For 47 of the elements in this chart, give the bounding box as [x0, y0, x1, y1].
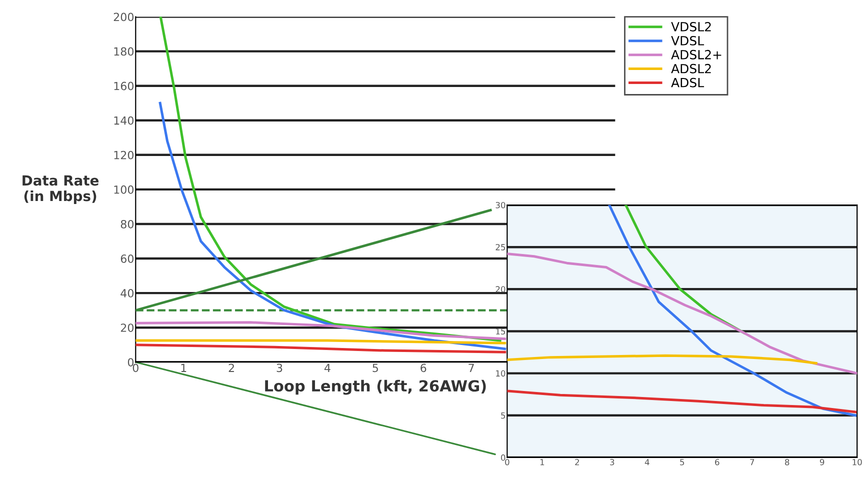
y-tick-label: 0 [501, 454, 506, 461]
legend-label: ADSL2+ [671, 50, 722, 60]
y-tick-label: 30 [496, 202, 506, 208]
x-tick-label: 10 [852, 458, 862, 466]
line-series [136, 344, 506, 354]
legend-label: ADSL [671, 78, 704, 88]
x-tick-label: 9 [820, 458, 824, 466]
y-axis-title: Data Rate (in Mbps) [22, 175, 99, 204]
y-tick-label: 5 [501, 412, 506, 419]
x-tick-label: 6 [420, 364, 426, 372]
x-tick-label: 3 [276, 364, 282, 372]
y-tick-label: 15 [496, 328, 506, 335]
x-tick-label: 2 [228, 364, 234, 372]
y-tick-label: 180 [114, 47, 134, 56]
x-tick-label: 4 [644, 459, 650, 466]
y-tick-label: 10 [496, 370, 506, 377]
line-series [507, 390, 857, 414]
x-axis-title: Loop Length (kft, 26AWG) [265, 380, 486, 395]
y-tick-label: 20 [120, 324, 134, 332]
y-tick-label: 160 [114, 82, 134, 90]
line-series [507, 354, 818, 364]
legend-label: ADSL2 [671, 64, 711, 74]
x-tick-label: 1 [181, 364, 186, 372]
y-tick-label: 80 [120, 220, 134, 228]
y-tick-label: 20 [496, 286, 506, 292]
line-series [136, 321, 506, 340]
x-tick-label: 6 [715, 458, 720, 466]
y-tick-label: 40 [120, 289, 134, 298]
y-tick-label: 100 [114, 185, 134, 194]
x-tick-label: 5 [680, 459, 684, 466]
legend-label: VDSL2 [671, 22, 711, 32]
y-tick-label: 200 [114, 12, 134, 22]
x-tick-label: 5 [372, 364, 378, 372]
legend-label: VDSL [671, 36, 704, 46]
x-tick-label: 7 [468, 364, 474, 372]
y-tick-label: 140 [114, 116, 134, 125]
y-tick-label: 60 [120, 254, 134, 263]
y-tick-label: 120 [114, 150, 134, 160]
y-tick-label: 25 [496, 244, 506, 250]
x-tick-label: 4 [324, 364, 330, 372]
x-tick-label: 1 [540, 459, 544, 466]
x-tick-label: 8 [785, 458, 790, 466]
x-tick-label: 2 [575, 458, 579, 466]
line-series [507, 252, 858, 375]
line-series [608, 205, 857, 417]
x-tick-label: 3 [610, 458, 614, 466]
x-tick-label: 7 [750, 459, 754, 466]
